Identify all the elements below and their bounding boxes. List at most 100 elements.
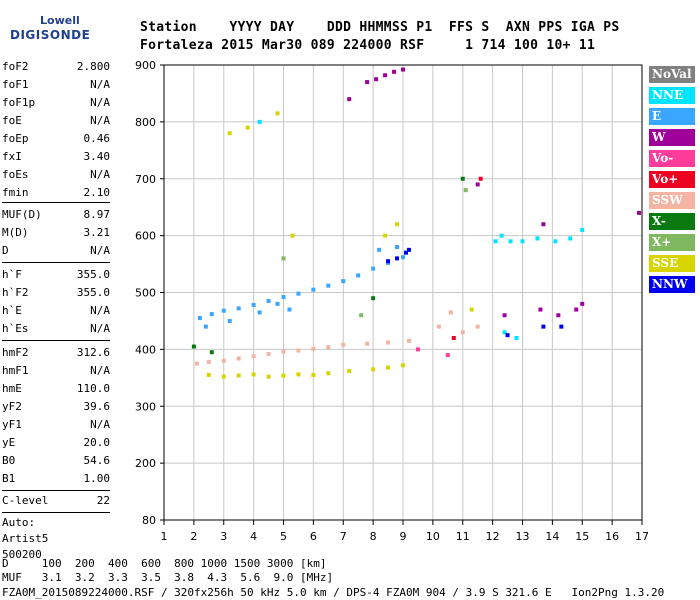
param-label: D: [2, 244, 9, 257]
param-row: fmin 2.10: [2, 186, 110, 200]
header-line-2: Fortaleza 2015 Mar30 089 224000 RSF 1 71…: [140, 38, 596, 53]
param-value: 110.0: [76, 382, 110, 395]
data-point: [469, 307, 474, 312]
data-point: [406, 247, 411, 252]
legend-item: Vo-: [649, 150, 695, 167]
data-point: [475, 324, 480, 329]
data-point: [436, 324, 441, 329]
param-label: yE: [2, 436, 16, 449]
param-value: 3.40: [83, 150, 111, 163]
data-point: [535, 236, 540, 241]
param-row: h`F2 355.0: [2, 286, 110, 300]
data-point: [236, 373, 241, 378]
param-row: h`E N/A: [2, 304, 110, 318]
header-line-1: Station YYYY DAY DDD HHMMSS P1 FFS S AXN…: [140, 20, 620, 35]
data-point: [251, 372, 256, 377]
x-tick-label: 1: [161, 530, 168, 543]
data-point: [347, 97, 352, 102]
data-point: [341, 342, 346, 347]
data-point: [266, 351, 271, 356]
param-value: 355.0: [76, 268, 110, 281]
data-point: [415, 347, 420, 352]
muf-scale: MUF 3.1 3.2 3.3 3.5 3.8 4.3 5.6 9.0 [MHz…: [2, 571, 334, 584]
param-value: 20.0: [83, 436, 111, 449]
x-tick-label: 6: [310, 530, 317, 543]
data-point: [383, 73, 388, 78]
data-point: [508, 239, 513, 244]
data-point: [580, 227, 585, 232]
data-point: [538, 307, 543, 312]
divider: [2, 512, 110, 513]
data-point: [559, 324, 564, 329]
param-label: h`F2: [2, 286, 29, 299]
data-point: [209, 350, 214, 355]
y-tick-label: 80: [142, 514, 156, 527]
legend-item: NoVal: [649, 66, 695, 83]
distance-scale: D 100 200 400 600 800 1000 1500 3000 [km…: [2, 557, 327, 570]
footer-info: FZA0M_2015089224000.RSF / 320fx256h 50 k…: [2, 586, 665, 599]
param-row: h`F 355.0: [2, 268, 110, 282]
data-point: [392, 69, 397, 74]
data-point: [371, 266, 376, 271]
param-label: foE: [2, 114, 22, 127]
param-value: N/A: [90, 96, 110, 109]
auto-label: Auto:: [2, 516, 36, 529]
data-point: [266, 299, 271, 304]
data-point: [257, 119, 262, 124]
x-tick-label: 14: [545, 530, 559, 543]
param-label: h`Es: [2, 322, 29, 335]
logo-digisonde: DIGISONDE: [10, 28, 91, 42]
param-row: MUF(D) 8.97: [2, 208, 110, 222]
data-point: [401, 67, 405, 72]
y-tick-label: 300: [135, 400, 156, 413]
legend-item: NNE: [649, 87, 695, 104]
data-point: [580, 301, 585, 306]
data-point: [203, 324, 208, 329]
x-tick-label: 5: [280, 530, 287, 543]
data-point: [514, 336, 519, 340]
param-value: 0.46: [83, 132, 111, 145]
param-label: C-level: [2, 494, 49, 507]
data-point: [191, 344, 196, 349]
param-label: fmin: [2, 186, 29, 199]
data-point: [541, 222, 546, 227]
plot-points: [191, 67, 642, 379]
param-label: fxI: [2, 150, 22, 163]
y-tick-label: 800: [135, 116, 156, 129]
data-point: [197, 316, 202, 321]
divider: [2, 490, 110, 491]
plot-axes: 1 2 3 4 5 6 7 8 9 10 11 12 13 14 15 16 17802003004005006…: [135, 59, 649, 543]
data-point: [311, 372, 316, 377]
data-point: [236, 356, 241, 361]
param-value: 355.0: [76, 286, 110, 299]
data-point: [637, 210, 642, 215]
data-point: [574, 307, 579, 312]
data-point: [221, 308, 226, 313]
data-point: [227, 318, 232, 323]
param-value: N/A: [90, 114, 110, 127]
data-point: [281, 295, 286, 300]
param-label: B0: [2, 454, 16, 467]
data-point: [296, 291, 301, 296]
data-point: [326, 371, 331, 376]
data-point: [556, 313, 561, 318]
data-point: [206, 372, 211, 377]
x-tick-label: 16: [605, 530, 619, 543]
logo-lowell: Lowell: [40, 14, 80, 27]
legend-item: X-: [649, 213, 695, 230]
data-point: [386, 365, 391, 370]
data-point: [275, 111, 280, 116]
data-point: [371, 367, 376, 372]
data-point: [493, 239, 498, 244]
param-label: yF2: [2, 400, 22, 413]
divider: [2, 340, 110, 341]
param-label: foF2: [2, 60, 29, 73]
x-tick-label: 12: [486, 530, 500, 543]
param-row: D N/A: [2, 244, 110, 258]
y-tick-label: 500: [135, 287, 156, 300]
y-tick-label: 400: [135, 343, 156, 356]
param-label: foF1p: [2, 96, 36, 109]
x-tick-label: 8: [370, 530, 377, 543]
data-point: [266, 374, 271, 379]
param-row: foF1p N/A: [2, 96, 110, 110]
